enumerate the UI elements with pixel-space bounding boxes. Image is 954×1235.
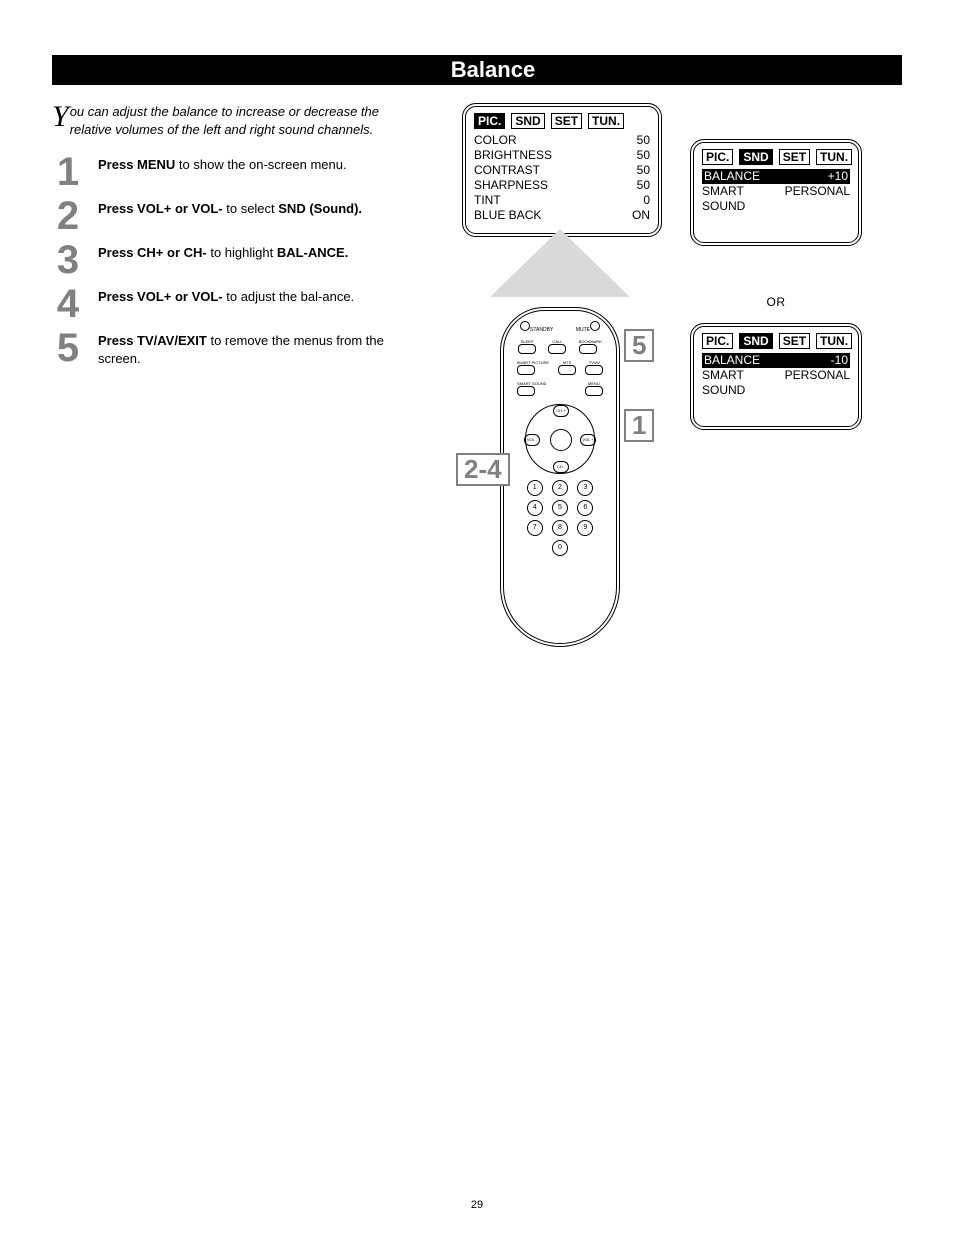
tab-snd: SND bbox=[739, 333, 772, 349]
mute-icon bbox=[590, 321, 600, 331]
tab-tun: TUN. bbox=[816, 149, 852, 165]
menu-row-sharpness: SHARPNESS50 bbox=[474, 178, 650, 193]
nav-center[interactable] bbox=[550, 429, 572, 451]
callout-1: 1 bbox=[624, 409, 654, 442]
keypad-6[interactable]: 6 bbox=[577, 500, 593, 516]
beam-triangle bbox=[490, 229, 630, 297]
tv-av-button[interactable] bbox=[585, 365, 603, 375]
menu-row-tint: TINT0 bbox=[474, 193, 650, 208]
mute-label: MUTE bbox=[576, 327, 590, 333]
step-number: 5 bbox=[52, 328, 84, 368]
smart-sound-button[interactable] bbox=[517, 386, 535, 396]
menu-row-contrast: CONTRAST50 bbox=[474, 163, 650, 178]
step-text: Press TV/AV/EXIT to remove the menus fro… bbox=[98, 328, 412, 368]
tab-set: SET bbox=[551, 113, 582, 129]
keypad-5[interactable]: 5 bbox=[552, 500, 568, 516]
balance-label-a: BALANCE bbox=[704, 169, 760, 184]
smart-label-a: SMART SOUND bbox=[702, 184, 782, 214]
keypad-1[interactable]: 1 bbox=[527, 480, 543, 496]
tab-tun: TUN. bbox=[816, 333, 852, 349]
step-text: Press MENU to show the on-screen menu. bbox=[98, 152, 347, 192]
vol-minus-button[interactable]: VOL - bbox=[524, 434, 540, 446]
step-number: 2 bbox=[52, 196, 84, 236]
instructions-column: You can adjust the balance to increase o… bbox=[52, 103, 412, 372]
step-number: 4 bbox=[52, 284, 84, 324]
intro-text: You can adjust the balance to increase o… bbox=[52, 103, 412, 138]
picture-osd-menu: PIC. SND SET TUN. COLOR50BRIGHTNESS50CONTRA… bbox=[462, 103, 662, 237]
tab-pic: PIC. bbox=[702, 333, 733, 349]
title-bar: Balance bbox=[52, 55, 902, 85]
smart-label-b: SMART SOUND bbox=[702, 368, 782, 398]
standby-icon bbox=[520, 321, 530, 331]
callout-5: 5 bbox=[624, 329, 654, 362]
step-4: 4 Press VOL+ or VOL- to adjust the bal-an… bbox=[52, 284, 412, 324]
keypad-9[interactable]: 9 bbox=[577, 520, 593, 536]
step-1: 1 Press MENU to show the on-screen menu. bbox=[52, 152, 412, 192]
keypad-7[interactable]: 7 bbox=[527, 520, 543, 536]
smart-val-b: PERSONAL bbox=[785, 368, 850, 398]
step-text: Press CH+ or CH- to highlight BAL-ANCE. bbox=[98, 240, 348, 280]
smart-sound-label: SMART SOUND bbox=[517, 381, 546, 386]
page-title: Balance bbox=[84, 55, 902, 85]
tab-snd: SND bbox=[511, 113, 544, 129]
smart-val-a: PERSONAL bbox=[785, 184, 850, 214]
tab-pic: PIC. bbox=[702, 149, 733, 165]
ch-plus-button[interactable]: CH + bbox=[553, 405, 569, 417]
step-text: Press VOL+ or VOL- to adjust the bal-anc… bbox=[98, 284, 354, 324]
sleep-button[interactable] bbox=[518, 344, 536, 354]
keypad-8[interactable]: 8 bbox=[552, 520, 568, 536]
step-3: 3 Press CH+ or CH- to highlight BAL-ANCE. bbox=[52, 240, 412, 280]
keypad-4[interactable]: 4 bbox=[527, 500, 543, 516]
ch-minus-button[interactable]: CH - bbox=[553, 461, 569, 473]
menu-row-brightness: BRIGHTNESS50 bbox=[474, 148, 650, 163]
page-number: 29 bbox=[0, 1199, 954, 1211]
sound-osd-menu-plus: PIC. SND SET TUN. BALANCE +10 SMART SOUNDPER… bbox=[690, 139, 862, 246]
balance-val-a: +10 bbox=[828, 169, 848, 184]
keypad-2[interactable]: 2 bbox=[552, 480, 568, 496]
menu-row-blue-back: BLUE BACKON bbox=[474, 208, 650, 223]
intro-body: ou can adjust the balance to increase or… bbox=[70, 104, 379, 137]
tab-set: SET bbox=[779, 149, 810, 165]
call-button[interactable] bbox=[548, 344, 566, 354]
figure-column: PIC. SND SET TUN. COLOR50BRIGHTNESS50CONTRA… bbox=[462, 103, 902, 372]
nav-ring: CH + CH - VOL - VOL + bbox=[525, 404, 595, 474]
smart-picture-button[interactable] bbox=[517, 365, 535, 375]
step-5: 5 Press TV/AV/EXIT to remove the menus fr… bbox=[52, 328, 412, 368]
balance-label-b: BALANCE bbox=[704, 353, 760, 368]
sound-osd-menu-minus: PIC. SND SET TUN. BALANCE -10 SMART SOUNDPER… bbox=[690, 323, 862, 430]
callout-2-4: 2-4 bbox=[456, 453, 510, 486]
keypad-0[interactable]: 0 bbox=[552, 540, 568, 556]
tab-tun: TUN. bbox=[588, 113, 624, 129]
or-separator: OR bbox=[690, 295, 862, 309]
bookmark-button[interactable] bbox=[579, 344, 597, 354]
standby-label: STANDBY bbox=[530, 327, 553, 333]
tab-set: SET bbox=[779, 333, 810, 349]
remote-control: STANDBY MUTE SLEEPCALLBOOKMARK SMART PIC… bbox=[500, 307, 620, 647]
step-number: 3 bbox=[52, 240, 84, 280]
menu-row-color: COLOR50 bbox=[474, 133, 650, 148]
tab-pic: PIC. bbox=[474, 113, 505, 129]
vol-plus-button[interactable]: VOL + bbox=[580, 434, 596, 446]
mts-button[interactable] bbox=[558, 365, 576, 375]
keypad-3[interactable]: 3 bbox=[577, 480, 593, 496]
intro-dropcap: Y bbox=[52, 103, 69, 130]
tab-snd: SND bbox=[739, 149, 772, 165]
step-text: Press VOL+ or VOL- to select SND (Sound)… bbox=[98, 196, 362, 236]
step-2: 2 Press VOL+ or VOL- to select SND (Sound… bbox=[52, 196, 412, 236]
menu-button[interactable] bbox=[585, 386, 603, 396]
balance-val-b: -10 bbox=[831, 353, 848, 368]
step-number: 1 bbox=[52, 152, 84, 192]
title-left-block bbox=[52, 55, 84, 85]
